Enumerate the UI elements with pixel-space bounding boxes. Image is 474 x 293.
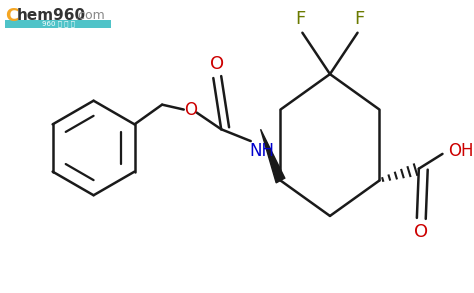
Text: O: O: [210, 55, 224, 73]
Text: O: O: [184, 100, 197, 119]
Text: hem960: hem960: [17, 8, 86, 23]
FancyBboxPatch shape: [5, 20, 111, 28]
Text: OH: OH: [448, 142, 474, 160]
Text: 960 化 工 网: 960 化 工 网: [42, 21, 74, 27]
Text: C: C: [5, 7, 18, 25]
Text: .com: .com: [75, 9, 106, 23]
Polygon shape: [261, 129, 285, 183]
Text: F: F: [355, 10, 365, 28]
Text: O: O: [414, 223, 428, 241]
Text: F: F: [295, 10, 306, 28]
Text: NH: NH: [249, 142, 274, 160]
